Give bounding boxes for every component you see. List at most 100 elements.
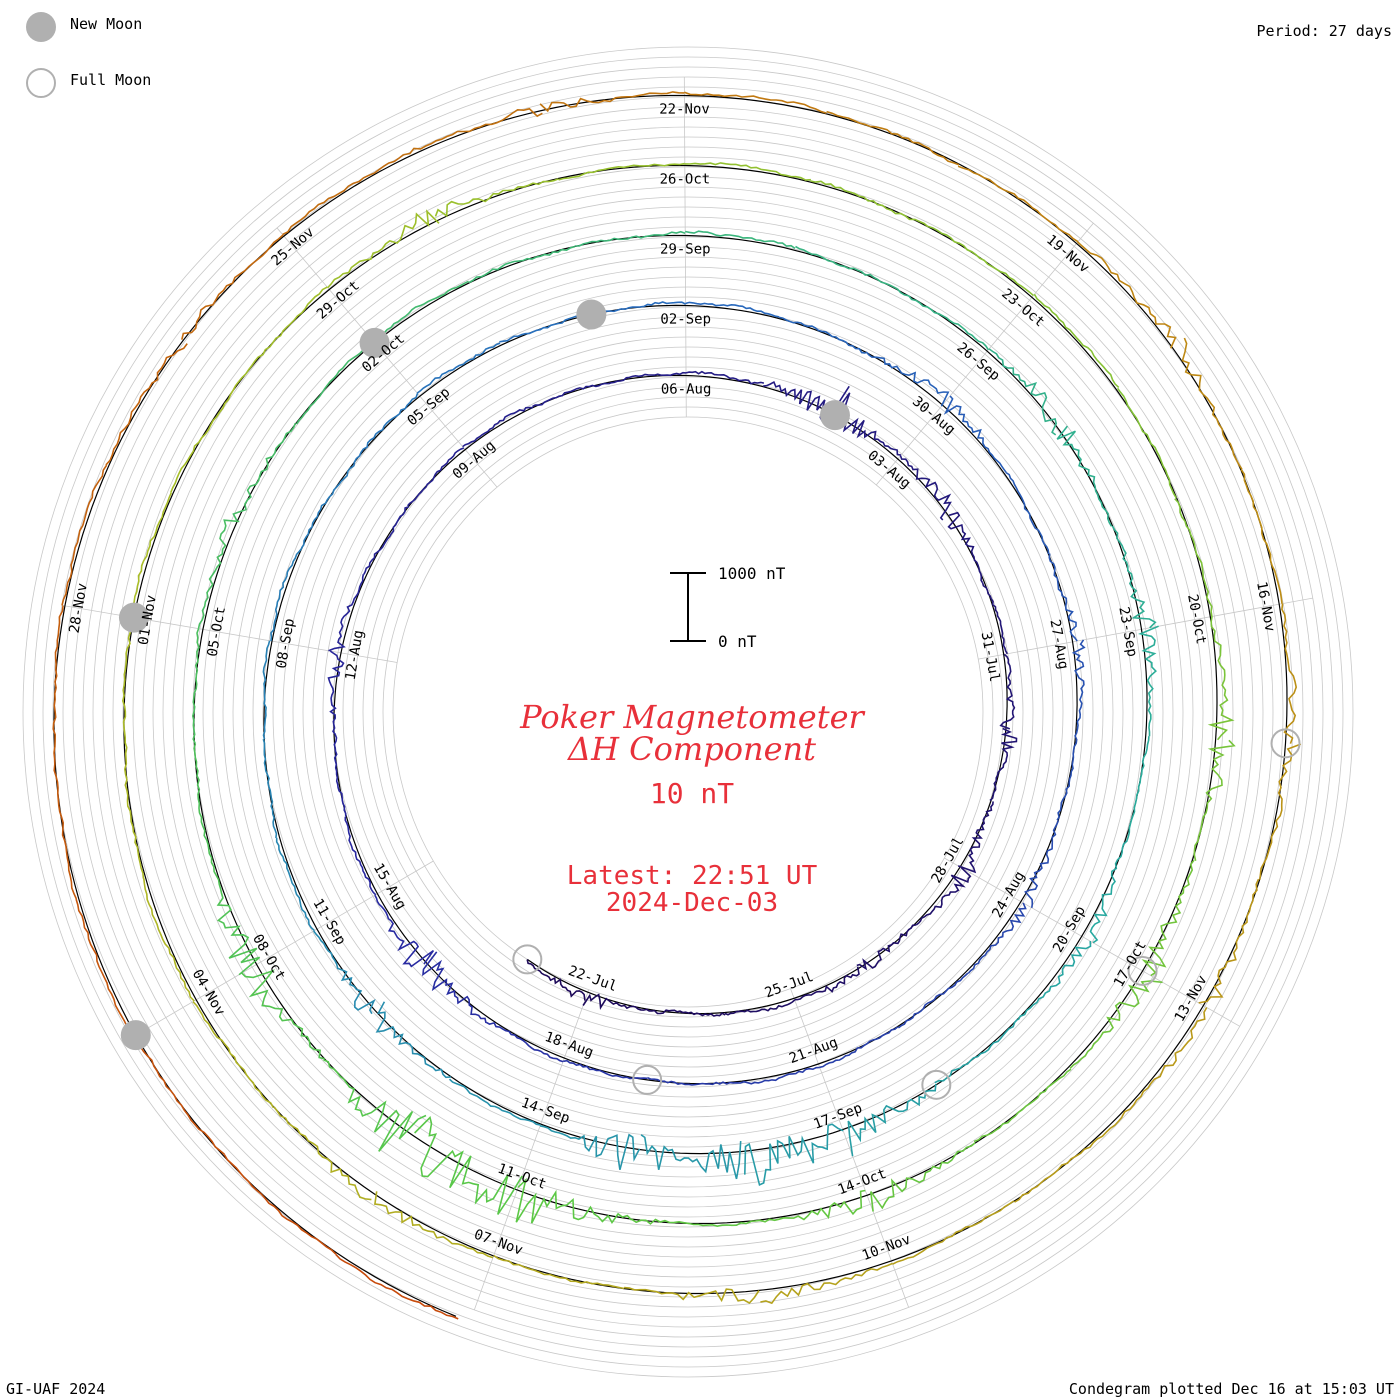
new-moon-marker [576, 299, 607, 330]
full-moon-marker [512, 944, 543, 975]
grid-spoke [139, 860, 434, 1034]
grid-ring [162, 186, 1214, 1238]
trace-segment [684, 91, 827, 114]
new-moon-label: New Moon [70, 15, 143, 33]
trace-segment [333, 734, 347, 817]
trace-segment [892, 1200, 1015, 1265]
trace-segment [241, 969, 325, 1060]
trace-segment [493, 1254, 625, 1290]
trace-segment [539, 91, 685, 113]
grid-ring [32, 56, 1344, 1368]
trace-segment [915, 867, 972, 926]
grid-ring [62, 86, 1314, 1338]
grid-ring [372, 396, 1004, 1028]
full-moon-marker [921, 1069, 952, 1100]
new-moon-marker [120, 1020, 151, 1051]
grid-ring [202, 226, 1174, 1198]
trace-segment [375, 1001, 452, 1079]
trace-segment [210, 857, 261, 976]
trace-segment [1056, 732, 1078, 821]
date-tick-label: 02-Sep [660, 311, 711, 327]
full-moon-marker [632, 1064, 663, 1095]
trace-segment [624, 1286, 760, 1305]
latest-date: 2024-Dec-03 [606, 888, 778, 918]
date-tick-label: 29-Oct [314, 278, 363, 323]
magnetometer-trace [52, 91, 1302, 1320]
trace-segment [434, 178, 559, 218]
date-tick-label: 06-Aug [661, 381, 712, 397]
grid-spoke [683, 77, 687, 418]
trace-segment [1005, 471, 1050, 555]
trace-segment [121, 616, 135, 749]
trace-segment [270, 547, 303, 642]
new-moon-marker [359, 327, 390, 358]
plotted-timestamp: Condegram plotted Dec 16 at 15:03 UT [1068, 1380, 1394, 1398]
trace-segment [75, 898, 136, 1036]
trace-segment [988, 348, 1058, 436]
full-moon-icon [26, 68, 56, 98]
grid-ring [242, 266, 1134, 1158]
trace-segment [1089, 840, 1128, 944]
date-tick-label: 31-Jul [978, 631, 1003, 684]
trace-segment [414, 1116, 523, 1215]
trace-segment [685, 370, 765, 385]
trace-segment [1198, 878, 1260, 1004]
date-tick-label: 01-Nov [136, 594, 160, 647]
date-tick-label: 23-Oct [998, 286, 1047, 331]
full-moon-label: Full Moon [70, 71, 152, 89]
grid-ring [352, 376, 1024, 1048]
scale-bar-bottom-label: 0 nT [718, 632, 757, 651]
trace-segment [105, 343, 188, 466]
trace-segment [273, 1106, 372, 1201]
date-tick-label: 28-Jul [928, 834, 967, 886]
trace-segment [373, 1191, 494, 1259]
scale-bar-top-label: 1000 nT [718, 564, 786, 583]
trace-segment [539, 1125, 641, 1171]
grid-ring [332, 356, 1044, 1068]
date-tick-label: 18-Aug [542, 1029, 595, 1061]
grid-spoke [276, 227, 498, 488]
date-tick-label: 14-Sep [519, 1095, 572, 1127]
grid-spoke [978, 597, 1313, 660]
trace-segment [328, 574, 365, 652]
trace-segment [133, 1035, 226, 1156]
trace-segment [515, 1177, 633, 1224]
grid-spoke [790, 988, 910, 1308]
grid-ring [22, 46, 1354, 1378]
trace-segment [654, 1009, 726, 1017]
trace-segment [238, 286, 328, 383]
grid-ring [52, 76, 1324, 1348]
trace-segment [1181, 337, 1243, 470]
trace-segment [143, 878, 195, 1002]
trace-segment [363, 505, 410, 575]
grid-ring [322, 346, 1054, 1078]
trace-segment [262, 640, 271, 740]
trace-segment [323, 1059, 427, 1152]
trace-segment [403, 107, 543, 156]
trace-segment [1014, 1116, 1123, 1203]
grid-ring [232, 256, 1144, 1168]
trace-segment [778, 316, 866, 354]
trace-segment [1121, 1007, 1208, 1118]
trace-segment [262, 738, 278, 839]
trace-segment [1240, 469, 1283, 604]
date-tick-label: 05-Oct [205, 605, 229, 658]
trace-segment [1193, 739, 1236, 861]
trace-segment [1116, 387, 1177, 499]
trace-segment [685, 301, 780, 318]
trace-segment [223, 1154, 337, 1255]
trace-segment [1281, 603, 1298, 744]
trace-segment [132, 492, 173, 618]
date-tick-label: 08-Sep [274, 617, 298, 670]
trace-segment [499, 312, 592, 343]
trace-segment [631, 1218, 751, 1228]
grid-ring [182, 206, 1194, 1218]
trace-segment [1048, 553, 1078, 642]
scale-value: 10 nT [650, 777, 734, 810]
date-tick-label: 26-Oct [660, 171, 711, 187]
trace-segment [1017, 941, 1092, 1021]
grid-spoke [944, 857, 1240, 1027]
grid-ring [212, 236, 1164, 1188]
trace-segment [406, 447, 465, 507]
